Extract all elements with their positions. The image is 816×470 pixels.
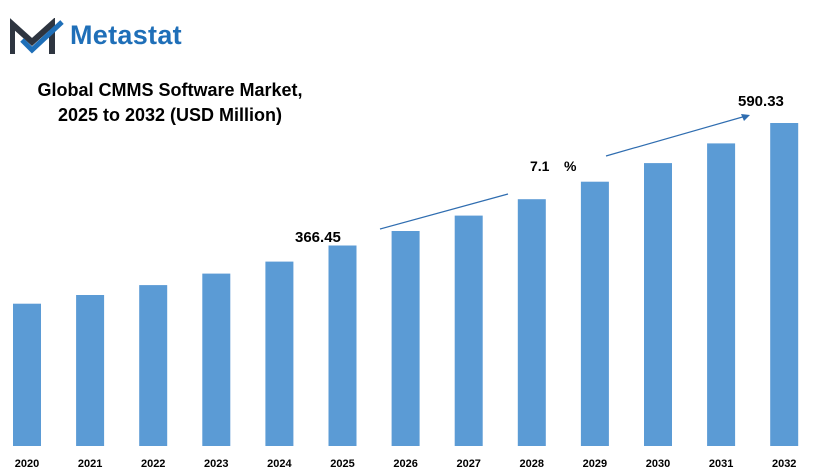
metastat-logo-mark xyxy=(10,18,64,54)
x-tick-2031: 2031 xyxy=(709,458,733,470)
bar-2029 xyxy=(580,181,609,446)
start-value-label: 366.45 xyxy=(295,229,341,246)
bar-2028 xyxy=(517,199,546,446)
bar-2031 xyxy=(707,143,736,446)
logo-m-accent xyxy=(20,20,64,54)
x-tick-2028: 2028 xyxy=(520,458,544,470)
x-tick-2032: 2032 xyxy=(772,458,796,470)
end-value-label: 590.33 xyxy=(738,93,784,110)
bars-group xyxy=(13,123,799,446)
bar-2032 xyxy=(770,123,799,446)
chart-title-line-1: Global CMMS Software Market, xyxy=(37,80,303,100)
bar-2020 xyxy=(13,303,41,446)
x-tick-2020: 2020 xyxy=(15,458,39,470)
cagr-unit-label: % xyxy=(564,158,577,174)
bar-2027 xyxy=(454,215,483,446)
bar-2021 xyxy=(76,295,105,446)
bar-2026 xyxy=(391,231,420,446)
x-tick-2027: 2027 xyxy=(456,458,480,470)
chart-title-line-2: 2025 to 2032 (USD Million) xyxy=(57,105,283,125)
bar-2030 xyxy=(644,163,672,446)
bar-2025 xyxy=(328,245,357,446)
bar-2024 xyxy=(265,261,294,446)
x-tick-2021: 2021 xyxy=(78,458,102,470)
chart-title: Global CMMS Software Market, 2025 to 203… xyxy=(20,78,320,128)
x-tick-2026: 2026 xyxy=(393,458,417,470)
growth-arrow-head xyxy=(741,114,750,121)
growth-arrow-1 xyxy=(379,193,509,230)
bar-2022 xyxy=(139,285,168,446)
x-tick-2023: 2023 xyxy=(204,458,228,470)
x-tick-2029: 2029 xyxy=(583,458,607,470)
growth-arrow-2 xyxy=(605,115,747,157)
cagr-value-label: 7.1 xyxy=(530,158,550,174)
x-axis-ticks: 2020 2021 2022 2023 2024 2025 2026 2027 2028 2029… xyxy=(15,458,797,470)
x-tick-2024: 2024 xyxy=(267,458,292,470)
brand-name: Metastat xyxy=(70,20,182,50)
x-tick-2022: 2022 xyxy=(141,458,165,470)
x-tick-2030: 2030 xyxy=(646,458,670,470)
bar-2023 xyxy=(202,273,231,446)
x-tick-2025: 2025 xyxy=(330,458,354,470)
